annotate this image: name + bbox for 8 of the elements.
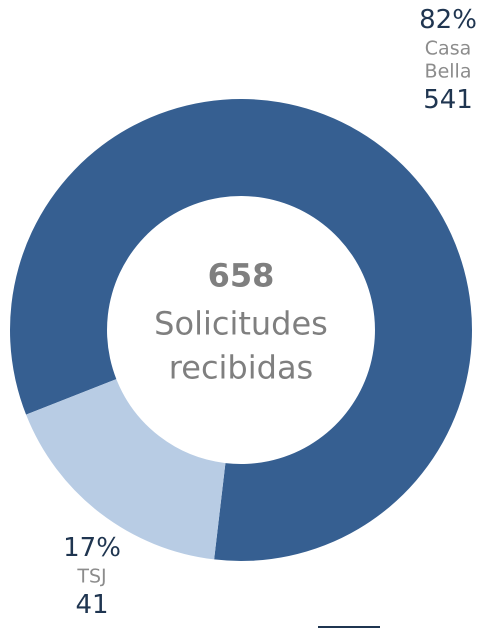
data-label: 17% [63, 532, 121, 563]
text: Solicitudes recibidas [154, 304, 328, 386]
text: 658 [208, 256, 274, 294]
data-label: 82% [419, 4, 477, 35]
slice-label: TSJ [76, 565, 107, 588]
text: 41 [75, 590, 109, 620]
slice-label: Casa Bella [424, 37, 472, 82]
text: 541 [423, 84, 473, 115]
